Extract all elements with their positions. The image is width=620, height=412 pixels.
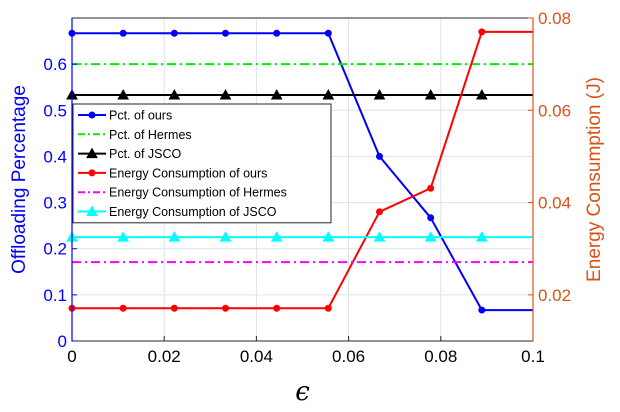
- data-point: [270, 89, 283, 100]
- legend-item: Pct. of ours: [78, 109, 172, 123]
- data-point: [117, 231, 130, 242]
- series-3: [68, 28, 533, 312]
- series-5: [66, 231, 533, 242]
- data-point: [424, 89, 437, 100]
- series-2: [66, 89, 533, 100]
- legend-item: Energy Consumption of ours: [78, 166, 267, 180]
- x-axis-label: ϵ: [295, 377, 310, 407]
- data-point: [324, 29, 332, 37]
- data-point: [427, 184, 435, 192]
- data-point: [324, 304, 332, 312]
- y-left-tick-label: 0.3: [43, 194, 67, 213]
- legend-label: Pct. of ours: [109, 109, 172, 123]
- legend-label: Energy Consumption of JSCO: [109, 205, 277, 219]
- legend-item: Pct. of Hermes: [78, 128, 192, 142]
- y-left-tick-label: 0: [58, 332, 67, 351]
- legend-box: [72, 103, 332, 224]
- data-point: [478, 306, 486, 314]
- data-point: [273, 29, 281, 37]
- x-tick-label: 0.08: [424, 347, 457, 366]
- data-point: [270, 231, 283, 242]
- legend-marker: [86, 147, 98, 159]
- series-layer: [66, 28, 533, 314]
- data-point: [373, 231, 386, 242]
- y-left-tick-label: 0.4: [43, 147, 67, 166]
- y-left-tick-label: 0.6: [43, 55, 67, 74]
- data-point: [170, 29, 178, 37]
- data-point: [373, 89, 386, 100]
- data-point: [273, 304, 281, 312]
- legend-label: Energy Consumption of Hermes: [109, 186, 287, 200]
- series-line: [72, 30, 533, 310]
- legend-item: Energy Consumption of Hermes: [78, 186, 287, 200]
- y-left-tick-label: 0.5: [43, 101, 67, 120]
- data-point: [222, 304, 230, 312]
- y-axis-left-label: Offloading Percentage: [9, 85, 30, 274]
- legend-marker: [86, 205, 98, 216]
- legend-label: Pct. of JSCO: [109, 147, 182, 161]
- data-point: [427, 214, 435, 222]
- x-tick-label: 0: [67, 347, 76, 366]
- legend: Pct. of ours Pct. of Hermes Pct. of JSCO En…: [72, 103, 332, 224]
- data-point: [119, 29, 127, 37]
- data-point: [375, 152, 383, 160]
- series-0: [68, 29, 533, 314]
- y-right-tick-label: 0.08: [538, 9, 571, 28]
- legend-label: Pct. of Hermes: [109, 128, 192, 142]
- data-point: [222, 29, 230, 37]
- data-point: [322, 89, 335, 100]
- legend-item: Pct. of JSCO: [78, 147, 182, 161]
- data-point: [168, 231, 181, 242]
- data-point: [478, 28, 486, 36]
- data-point: [475, 231, 488, 242]
- data-point: [170, 304, 178, 312]
- x-tick-label: 0.02: [148, 347, 181, 366]
- data-point: [375, 208, 383, 216]
- data-point: [322, 231, 335, 242]
- data-point: [219, 89, 232, 100]
- legend-label: Energy Consumption of ours: [109, 166, 267, 180]
- legend-marker: [88, 111, 96, 119]
- legend-marker: [88, 169, 96, 177]
- series-line: [72, 32, 533, 312]
- data-point: [119, 304, 127, 312]
- x-tick-label: 0.1: [521, 347, 545, 366]
- y-left-tick-label: 0.2: [43, 240, 67, 259]
- y-right-tick-label: 0.02: [538, 286, 571, 305]
- x-tick-label: 0.04: [240, 347, 273, 366]
- y-axis-right-label: Energy Consumption (J): [584, 77, 605, 282]
- data-point: [219, 231, 232, 242]
- data-point: [168, 89, 181, 100]
- y-axis-right-ticks: 0.02 0.04 0.06 0.08: [528, 9, 571, 341]
- data-point: [117, 89, 130, 100]
- data-point: [424, 231, 437, 242]
- y-right-tick-label: 0.06: [538, 101, 571, 120]
- y-axis-left-ticks: 0 0.1 0.2 0.3 0.4 0.5 0.6: [43, 18, 77, 351]
- y-left-tick-label: 0.1: [43, 286, 67, 305]
- legend-item: Energy Consumption of JSCO: [78, 205, 277, 219]
- x-tick-label: 0.06: [332, 347, 365, 366]
- y-right-tick-label: 0.04: [538, 194, 571, 213]
- data-point: [475, 89, 488, 100]
